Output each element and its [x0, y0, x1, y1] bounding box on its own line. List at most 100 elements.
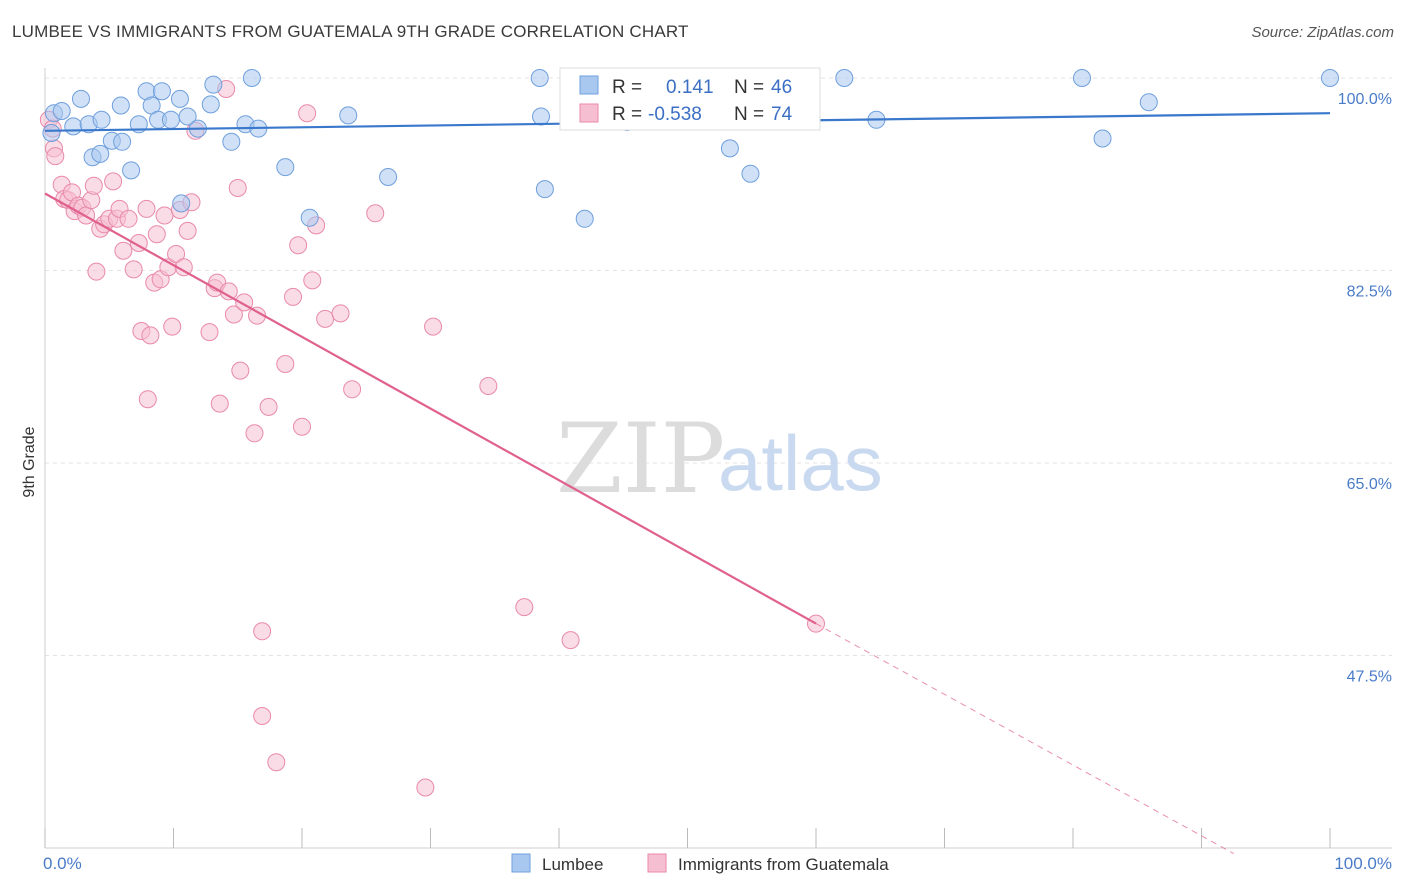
legend-label-lumbee: Lumbee: [542, 855, 603, 874]
guatemala-point: [84, 176, 103, 195]
legend-label-guatemala: Immigrants from Guatemala: [678, 855, 889, 874]
stats-r-label-guatemala: R =: [612, 104, 642, 125]
guatemala-point: [289, 236, 308, 255]
lumbee-point: [113, 132, 132, 151]
source-credit: Source: ZipAtlas.com: [1251, 24, 1394, 41]
bottom-legend: Lumbee Immigrants from Guatemala: [511, 853, 889, 874]
stats-r-label-lumbee: R =: [612, 77, 642, 98]
guatemala-point: [114, 241, 133, 260]
x-tick-label: 100.0%: [1334, 854, 1392, 873]
legend-swatch-guatemala: [647, 853, 667, 873]
guatemala-point: [267, 753, 286, 772]
stats-legend-frame: [559, 67, 821, 131]
lumbee-point: [201, 95, 220, 114]
guatemala-trend-line: [44, 192, 817, 625]
guatemala-point: [178, 221, 197, 240]
guatemala-point: [147, 225, 166, 244]
lumbee-point: [741, 164, 760, 183]
guatemala-point: [276, 355, 295, 373]
guatemala-point: [343, 380, 362, 399]
lumbee-point: [276, 158, 295, 177]
guatemala-point: [259, 397, 278, 416]
lumbee-point: [170, 89, 189, 108]
guatemala-point: [253, 707, 272, 725]
stats-n-value-lumbee: 46: [771, 77, 792, 98]
guatemala-point: [224, 305, 243, 324]
guatemala-point: [316, 309, 335, 328]
lumbee-point: [204, 75, 223, 94]
lumbee-point: [52, 102, 71, 120]
guatemala-point: [303, 271, 322, 290]
guatemala-point: [200, 323, 219, 342]
watermark-zip: ZIP: [556, 403, 725, 515]
y-tick-label: 82.5%: [1347, 284, 1392, 301]
lumbee-point: [1321, 69, 1339, 87]
guatemala-point: [155, 206, 174, 225]
guatemala-trend-extension: [815, 623, 1234, 854]
guatemala-point: [137, 199, 156, 218]
lumbee-point: [720, 139, 739, 158]
lumbee-point: [1072, 69, 1091, 87]
guatemala-point: [366, 204, 385, 223]
lumbee-point: [111, 96, 130, 115]
chart-title: LUMBEE VS IMMIGRANTS FROM GUATEMALA 9TH …: [12, 22, 689, 41]
lumbee-point: [532, 107, 551, 126]
lumbee-point: [1093, 129, 1112, 148]
lumbee-point: [178, 107, 197, 126]
stats-n-value-guatemala: 74: [771, 104, 793, 125]
watermark: ZIP atlas: [556, 403, 883, 515]
guatemala-point: [124, 260, 143, 279]
lumbee-point: [122, 161, 141, 180]
lumbee-point: [92, 110, 111, 129]
guatemala-point: [219, 282, 238, 301]
stats-swatch-guatemala: [579, 103, 599, 123]
y-tick-label: 100.0%: [1338, 91, 1392, 108]
y-tick-label: 65.0%: [1347, 476, 1392, 493]
guatemala-point: [561, 631, 580, 650]
watermark-atlas: atlas: [718, 419, 883, 507]
lumbee-point: [1139, 93, 1158, 112]
lumbee-point: [575, 209, 594, 228]
lumbee-point: [835, 69, 854, 87]
lumbee-point: [300, 208, 319, 227]
stats-r-value-guatemala: -0.538: [648, 104, 702, 125]
guatemala-point: [163, 317, 182, 336]
lumbee-point: [152, 82, 171, 101]
guatemala-point: [141, 326, 160, 345]
stats-r-value-lumbee: 0.141: [666, 77, 714, 98]
lumbee-point: [91, 144, 110, 163]
guatemala-point: [228, 179, 247, 197]
guatemala-point: [167, 245, 186, 263]
guatemala-point: [210, 394, 229, 413]
y-tick-label: 47.5%: [1347, 669, 1392, 686]
lumbee-point: [172, 194, 191, 213]
lumbee-point: [242, 69, 261, 87]
lumbee-point: [339, 106, 358, 125]
lumbee-point: [42, 124, 61, 142]
guatemala-point: [284, 287, 303, 306]
guatemala-point: [416, 778, 435, 797]
lumbee-point: [379, 168, 398, 186]
guatemala-point: [245, 424, 264, 443]
guatemala-point: [104, 172, 123, 191]
guatemala-point: [46, 147, 65, 166]
lumbee-point: [64, 117, 83, 136]
lumbee-points: [42, 69, 1339, 228]
x-tick-label: 0.0%: [43, 854, 82, 873]
y-axis-title: 9th Grade: [21, 426, 38, 497]
guatemala-point: [231, 361, 250, 380]
stats-n-label-lumbee: N =: [734, 77, 764, 98]
lumbee-point: [222, 132, 241, 151]
stats-legend: R = 0.141 N = 46 R = -0.538 N = 74: [559, 67, 821, 131]
legend-swatch-lumbee: [511, 853, 531, 873]
lumbee-point: [161, 110, 180, 129]
guatemala-point: [298, 104, 317, 123]
guatemala-point: [479, 377, 498, 395]
guatemala-point: [424, 317, 443, 336]
lumbee-point: [71, 89, 90, 108]
guatemala-point: [119, 209, 138, 228]
lumbee-point: [530, 69, 549, 87]
stats-n-label-guatemala: N =: [734, 104, 764, 125]
guatemala-point: [253, 622, 272, 641]
